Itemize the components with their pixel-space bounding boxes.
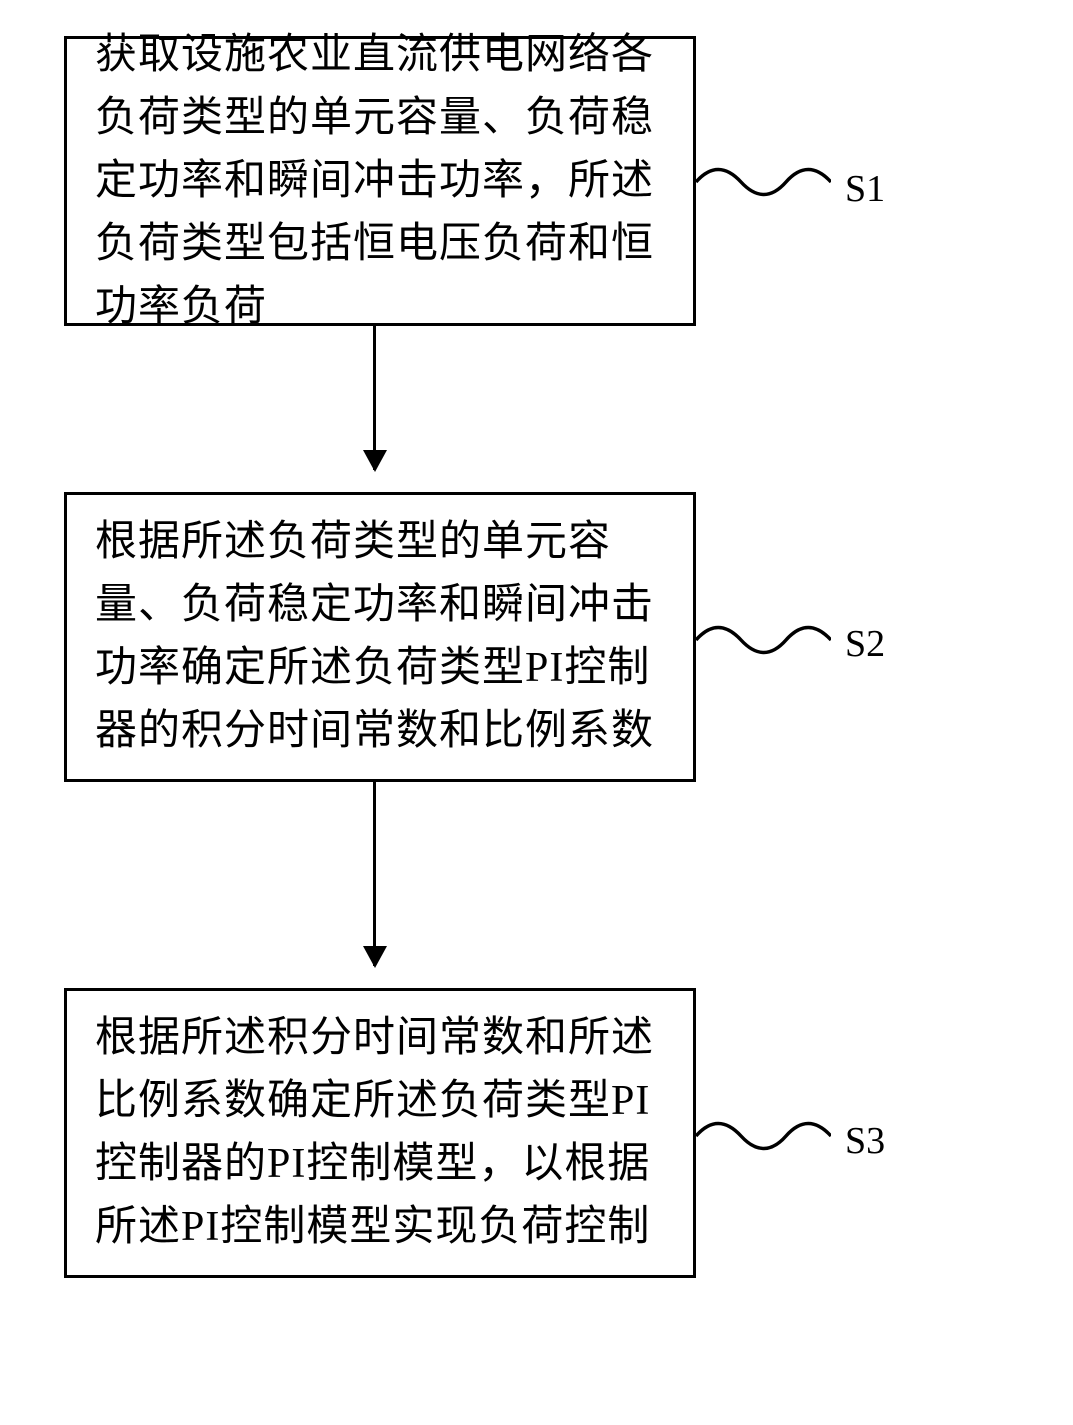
arrow-1-to-2 bbox=[373, 326, 376, 470]
wavy-connector-2 bbox=[696, 610, 831, 670]
step-2-text: 根据所述负荷类型的单元容量、负荷稳定功率和瞬间冲击功率确定所述负荷类型PI控制器… bbox=[95, 511, 665, 763]
wavy-connector-1 bbox=[696, 152, 831, 212]
wavy-connector-3 bbox=[696, 1106, 831, 1166]
step-3-text: 根据所述积分时间常数和所述比例系数确定所述负荷类型PI控制器的PI控制模型，以根… bbox=[95, 1007, 665, 1259]
arrow-2-to-3 bbox=[373, 782, 376, 966]
step-label-s2: S2 bbox=[845, 622, 885, 666]
flowchart-step-1: 获取设施农业直流供电网络各负荷类型的单元容量、负荷稳定功率和瞬间冲击功率，所述负… bbox=[64, 36, 696, 326]
flowchart-container: 获取设施农业直流供电网络各负荷类型的单元容量、负荷稳定功率和瞬间冲击功率，所述负… bbox=[0, 0, 1073, 1425]
flowchart-step-2: 根据所述负荷类型的单元容量、负荷稳定功率和瞬间冲击功率确定所述负荷类型PI控制器… bbox=[64, 492, 696, 782]
step-label-s3: S3 bbox=[845, 1119, 885, 1163]
flowchart-step-3: 根据所述积分时间常数和所述比例系数确定所述负荷类型PI控制器的PI控制模型，以根… bbox=[64, 988, 696, 1278]
step-1-text: 获取设施农业直流供电网络各负荷类型的单元容量、负荷稳定功率和瞬间冲击功率，所述负… bbox=[95, 24, 665, 339]
step-label-s1: S1 bbox=[845, 167, 885, 211]
